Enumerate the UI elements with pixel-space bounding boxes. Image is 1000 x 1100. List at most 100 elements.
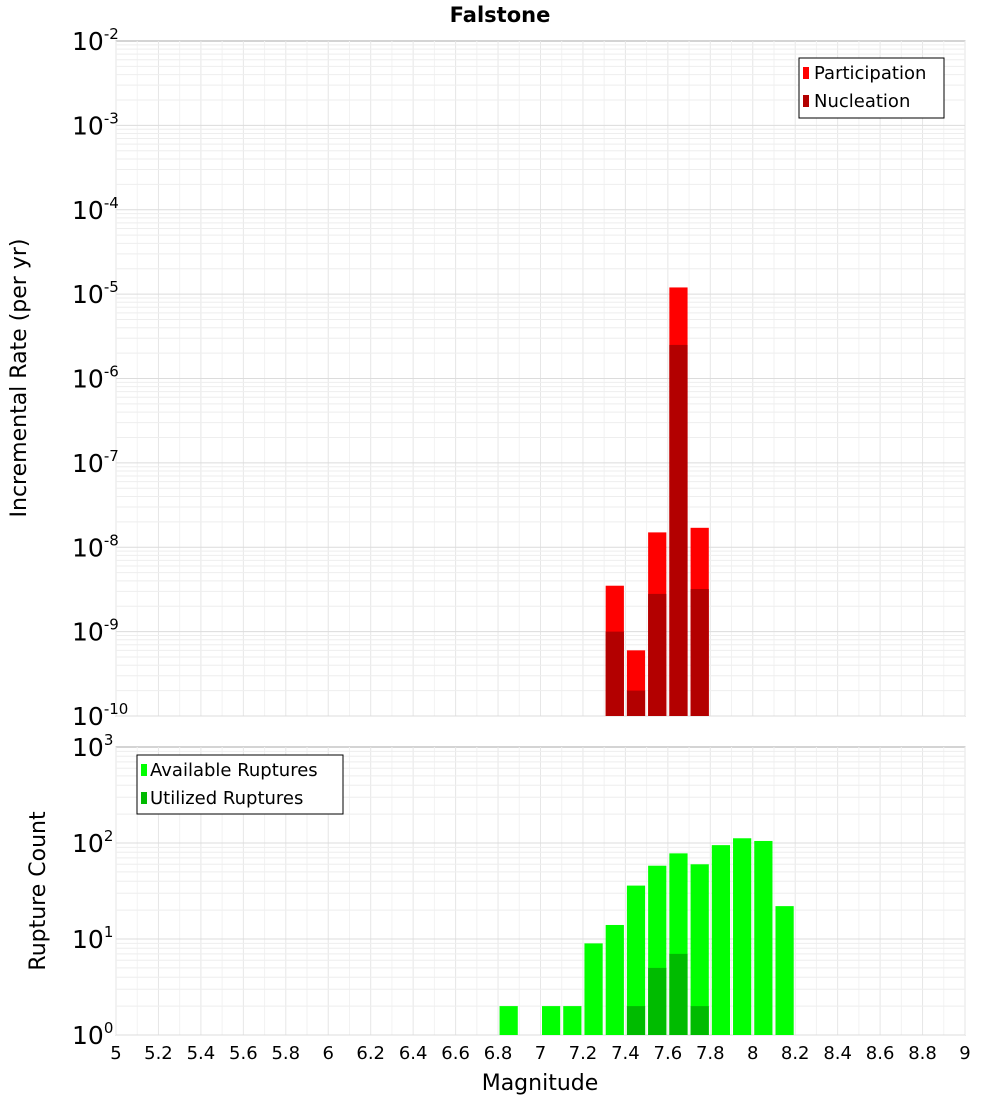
rate-y-tick-exponent: -7 bbox=[104, 447, 119, 465]
count-legend-box bbox=[136, 754, 344, 815]
count-y-tick-base: 10 bbox=[72, 733, 104, 762]
rate-y-tick-base: 10 bbox=[72, 196, 104, 225]
count-bar-available-ruptures bbox=[711, 845, 731, 1035]
legend-nucleation-label: Nucleation bbox=[814, 91, 910, 112]
rate-y-tick-base: 10 bbox=[72, 111, 104, 140]
count-y-tick-label: 101 bbox=[72, 923, 113, 954]
count-bar-utilized-ruptures bbox=[669, 953, 688, 1035]
rate-bar-nucleation bbox=[669, 344, 688, 716]
x-tick-label: 8.6 bbox=[866, 1043, 895, 1064]
rate-y-tick-label: 10-9 bbox=[72, 616, 119, 647]
x-tick-label: 7 bbox=[535, 1043, 546, 1064]
count-bar-available-ruptures bbox=[626, 885, 646, 1035]
rate-y-ticks: 10-210-310-410-510-610-710-810-910-10 bbox=[72, 25, 128, 731]
x-tick-label: 5.6 bbox=[229, 1043, 258, 1064]
rate-y-tick-base: 10 bbox=[72, 27, 104, 56]
chart-title: Falstone bbox=[450, 3, 551, 27]
legend-available-swatch bbox=[141, 764, 147, 776]
legend-available-label: Available Ruptures bbox=[150, 760, 318, 781]
count-y-axis-label: Rupture Count bbox=[26, 811, 51, 971]
count-bar-available-ruptures bbox=[775, 906, 794, 1035]
count-bar-utilized-ruptures bbox=[690, 1006, 709, 1035]
count-y-tick-label: 102 bbox=[72, 827, 113, 858]
rate-y-tick-label: 10-3 bbox=[72, 109, 119, 140]
rate-y-tick-base: 10 bbox=[72, 702, 104, 731]
x-axis-label: Magnitude bbox=[482, 1071, 599, 1096]
x-tick-label: 5.2 bbox=[144, 1043, 173, 1064]
count-y-tick-exponent: 0 bbox=[104, 1019, 114, 1037]
count-bar-available-ruptures bbox=[584, 943, 603, 1035]
x-tick-label: 6.8 bbox=[484, 1043, 513, 1064]
count-bar-available-ruptures bbox=[733, 838, 752, 1035]
rate-bar-nucleation bbox=[626, 690, 646, 716]
count-bar-available-ruptures bbox=[605, 924, 624, 1035]
legend-nucleation-swatch bbox=[803, 95, 809, 107]
rate-legend: Participation Nucleation bbox=[798, 57, 945, 119]
rate-bar-nucleation bbox=[605, 631, 624, 716]
rate-y-tick-base: 10 bbox=[72, 449, 104, 478]
legend-participation-swatch bbox=[803, 67, 809, 79]
x-tick-label: 8.8 bbox=[908, 1043, 937, 1064]
rate-y-tick-label: 10-6 bbox=[72, 363, 119, 394]
x-tick-label: 5.4 bbox=[187, 1043, 216, 1064]
count-bar-available-ruptures bbox=[754, 840, 773, 1035]
legend-utilized-swatch bbox=[141, 792, 147, 804]
rate-y-tick-base: 10 bbox=[72, 618, 104, 647]
count-bar-utilized-ruptures bbox=[648, 967, 667, 1035]
rate-bar-nucleation bbox=[690, 589, 709, 716]
rate-bar-nucleation bbox=[648, 593, 667, 716]
count-y-tick-base: 10 bbox=[72, 925, 104, 954]
rate-y-tick-exponent: -5 bbox=[104, 278, 119, 296]
count-bar-available-ruptures bbox=[499, 1006, 518, 1035]
rate-y-tick-exponent: -3 bbox=[104, 109, 119, 127]
count-bar-available-ruptures bbox=[563, 1006, 582, 1035]
x-tick-label: 7.4 bbox=[611, 1043, 640, 1064]
count-legend: Available Ruptures Utilized Ruptures bbox=[136, 754, 344, 815]
count-y-tick-exponent: 3 bbox=[104, 731, 114, 749]
rate-y-tick-label: 10-4 bbox=[72, 194, 119, 225]
rate-y-tick-label: 10-5 bbox=[72, 278, 119, 309]
rate-y-tick-base: 10 bbox=[72, 533, 104, 562]
count-y-tick-base: 10 bbox=[72, 829, 104, 858]
rate-y-tick-exponent: -10 bbox=[104, 700, 129, 718]
rate-grid bbox=[115, 41, 966, 717]
rate-y-tick-exponent: -8 bbox=[104, 531, 119, 549]
rate-y-tick-exponent: -9 bbox=[104, 616, 119, 634]
rate-y-tick-label: 10-7 bbox=[72, 447, 119, 478]
rate-panel: 10-210-310-410-510-610-710-810-910-10 In… bbox=[7, 25, 966, 731]
x-tick-label: 8.2 bbox=[781, 1043, 810, 1064]
count-bar-utilized-ruptures bbox=[626, 1006, 646, 1035]
count-y-tick-exponent: 1 bbox=[104, 923, 114, 941]
rate-y-tick-exponent: -4 bbox=[104, 194, 119, 212]
rate-y-tick-label: 10-8 bbox=[72, 531, 119, 562]
x-tick-label: 8.4 bbox=[823, 1043, 852, 1064]
x-tick-label: 9 bbox=[959, 1043, 970, 1064]
rate-y-tick-exponent: -6 bbox=[104, 363, 119, 381]
rate-y-tick-base: 10 bbox=[72, 280, 104, 309]
x-tick-label: 6.6 bbox=[441, 1043, 470, 1064]
rate-y-axis-label: Incremental Rate (per yr) bbox=[7, 239, 32, 518]
count-bar-available-ruptures bbox=[542, 1006, 561, 1035]
rate-y-tick-exponent: -2 bbox=[104, 25, 119, 43]
x-tick-label: 5 bbox=[110, 1043, 121, 1064]
x-tick-label: 7.6 bbox=[654, 1043, 683, 1064]
x-tick-label: 6.4 bbox=[399, 1043, 428, 1064]
rate-y-tick-label: 10-10 bbox=[72, 700, 128, 731]
x-tick-label: 5.8 bbox=[271, 1043, 300, 1064]
legend-participation-label: Participation bbox=[814, 63, 926, 84]
count-bars bbox=[499, 838, 794, 1035]
legend-utilized-label: Utilized Ruptures bbox=[150, 788, 303, 809]
count-y-tick-exponent: 2 bbox=[104, 827, 114, 845]
count-y-tick-label: 100 bbox=[72, 1019, 113, 1050]
rate-y-tick-base: 10 bbox=[72, 365, 104, 394]
x-tick-label: 6 bbox=[323, 1043, 334, 1064]
x-tick-label: 7.2 bbox=[569, 1043, 598, 1064]
count-y-tick-base: 10 bbox=[72, 1021, 104, 1050]
x-axis-ticks: 5 5.2 5.4 5.6 5.8 6 6.2 6.4 6.6 6.8 7 7.2 7.4 7.6 7.8 8… bbox=[110, 1043, 970, 1064]
rate-legend-box bbox=[798, 57, 945, 119]
x-tick-label: 6.2 bbox=[356, 1043, 385, 1064]
x-tick-label: 7.8 bbox=[696, 1043, 725, 1064]
count-bar-available-ruptures bbox=[690, 864, 709, 1035]
